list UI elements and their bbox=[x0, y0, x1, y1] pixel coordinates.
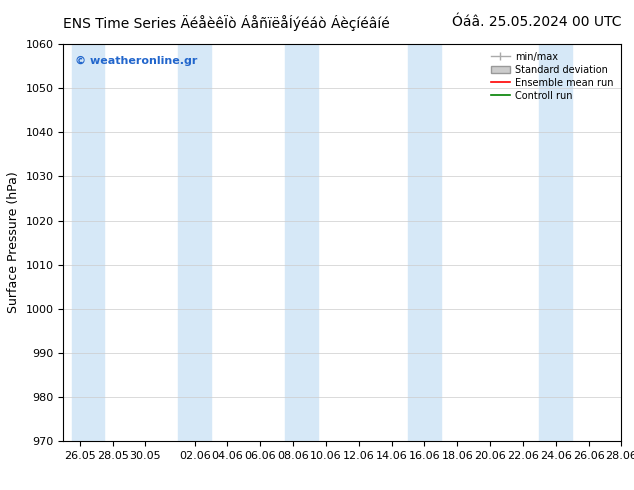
Text: ENS Time Series ÄéåèêÏò ÁåñïëåÍýéáò Áèçíéâíé: ENS Time Series ÄéåèêÏò ÁåñïëåÍýéáò Áèçí… bbox=[63, 15, 390, 31]
Text: Óáâ. 25.05.2024 00 UTC: Óáâ. 25.05.2024 00 UTC bbox=[452, 15, 621, 29]
Bar bbox=[285, 44, 318, 441]
Bar bbox=[408, 44, 441, 441]
Bar bbox=[540, 44, 572, 441]
Y-axis label: Surface Pressure (hPa): Surface Pressure (hPa) bbox=[7, 172, 20, 314]
Bar bbox=[178, 44, 211, 441]
Bar bbox=[72, 44, 105, 441]
Legend: min/max, Standard deviation, Ensemble mean run, Controll run: min/max, Standard deviation, Ensemble me… bbox=[488, 49, 616, 103]
Text: © weatheronline.gr: © weatheronline.gr bbox=[75, 56, 197, 66]
